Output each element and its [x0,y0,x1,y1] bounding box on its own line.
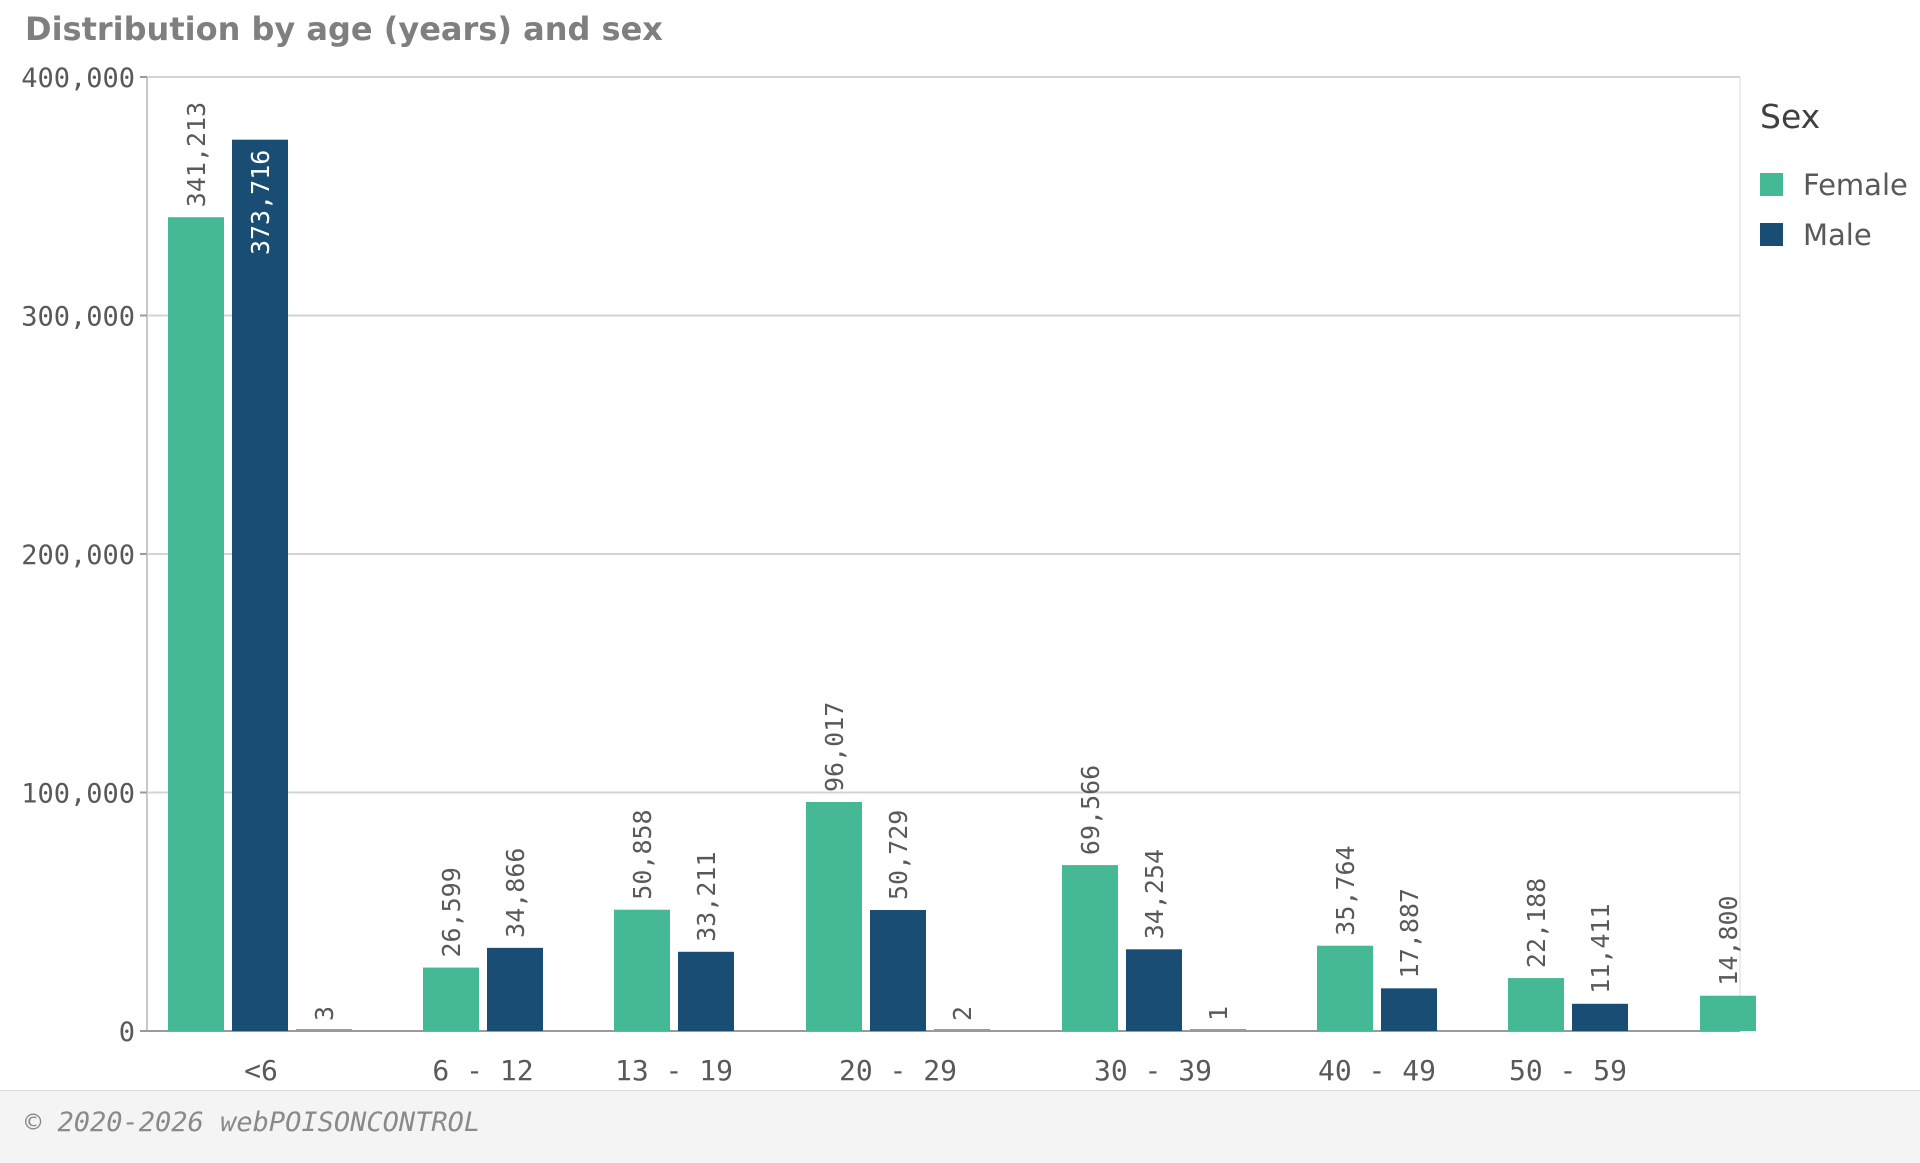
legend-label-female[interactable]: Female [1803,168,1908,202]
x-tick-label: 13 - 19 [615,1054,733,1087]
bar-female[interactable] [1062,865,1118,1031]
bar-female[interactable] [168,217,224,1031]
y-tick-label: 0 [119,1017,135,1048]
bar-value-label: 26,599 [437,867,466,957]
bar-value-label: 35,764 [1331,845,1360,935]
bar-value-label: 50,729 [884,810,913,900]
y-tick-label: 100,000 [21,779,135,810]
bar-value-label: 11,411 [1586,903,1615,993]
bar-female[interactable] [1700,995,1756,1031]
bar-chart: 0 100,000 200,000 300,000 400,000 341,213 373… [21,63,1908,1087]
bar-value-label: 3 [310,1006,339,1021]
x-tick-label: 30 - 39 [1094,1054,1212,1087]
bar-value-label: 50,858 [628,809,657,899]
y-tick-label: 200,000 [21,540,135,571]
bar-female[interactable] [806,801,862,1031]
bar-value-label: 34,254 [1140,849,1169,939]
legend-label-male[interactable]: Male [1803,218,1872,252]
bar-value-label: 341,213 [182,102,211,207]
bar-male[interactable] [870,910,926,1031]
bar-male[interactable] [1381,988,1437,1031]
bar-female[interactable] [614,909,670,1031]
bar-value-label: 96,017 [820,702,849,792]
bar-value-label: 34,866 [501,848,530,938]
bar-male[interactable] [232,139,288,1031]
x-tick-label: 40 - 49 [1318,1054,1436,1087]
legend-swatch-male[interactable] [1760,223,1783,246]
bars: 341,213 373,716 3 26,599 34,866 50,858 33,211 9… [168,102,1756,1031]
y-axis: 0 100,000 200,000 300,000 400,000 [21,63,135,1048]
footer: © 2020-2026 webPOISONCONTROL [0,1090,1920,1163]
chart-title: Distribution by age (years) and sex [25,10,663,48]
bar-male[interactable] [1572,1003,1628,1031]
bar-value-label: 33,211 [692,851,721,941]
bar-value-label: 17,887 [1395,888,1424,978]
legend-swatch-female[interactable] [1760,173,1783,196]
bar-value-label: 1 [1204,1006,1233,1021]
bar-male[interactable] [1126,949,1182,1031]
gridlines [140,76,1741,1032]
y-tick-label: 300,000 [21,302,135,333]
bar-value-label: 22,188 [1522,878,1551,968]
y-tick-label: 400,000 [21,63,135,94]
bar-value-label: 69,566 [1076,765,1105,855]
x-axis: <6 6 - 12 13 - 19 20 - 29 30 - 39 40 - 49 50 -… [244,1054,1627,1087]
x-tick-label: <6 [244,1054,278,1087]
x-tick-label: 20 - 29 [839,1054,957,1087]
bar-female[interactable] [1317,945,1373,1031]
legend[interactable]: Sex Female Male [1760,97,1908,252]
bar-male[interactable] [678,951,734,1031]
copyright-text: © 2020-2026 webPOISONCONTROL [25,1107,481,1138]
bar-value-label: 2 [948,1006,977,1021]
bar-female[interactable] [423,967,479,1031]
bar-female[interactable] [1508,978,1564,1031]
legend-title: Sex [1760,97,1820,136]
bar-male[interactable] [487,947,543,1031]
bar-value-label: 373,716 [246,150,275,255]
x-tick-label: 50 - 59 [1509,1054,1627,1087]
x-tick-label: 6 - 12 [432,1054,533,1087]
bar-value-label: 14,800 [1714,895,1743,985]
